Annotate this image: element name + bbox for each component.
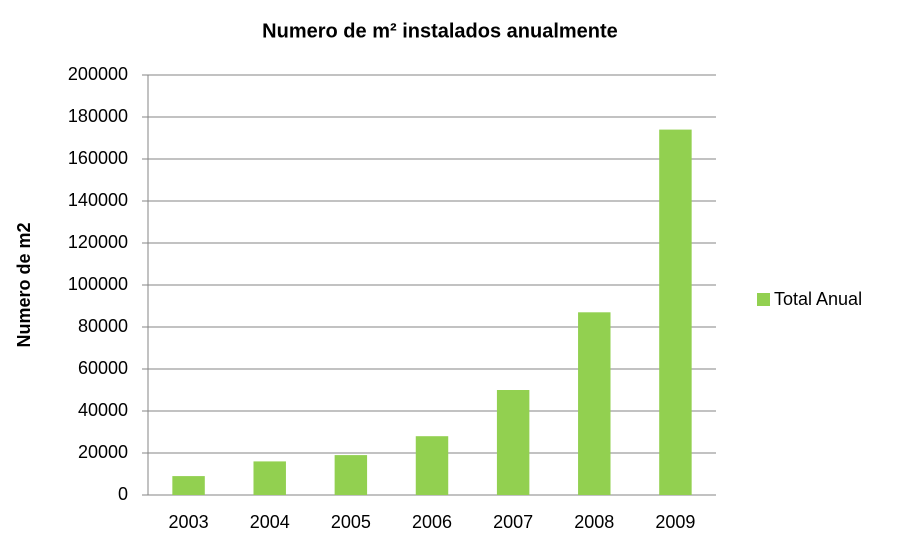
y-tick-label: 180000 bbox=[68, 106, 128, 126]
x-tick-label: 2006 bbox=[412, 512, 452, 532]
legend-label: Total Anual bbox=[774, 289, 862, 309]
y-tick-label: 120000 bbox=[68, 232, 128, 252]
x-tick-label: 2007 bbox=[493, 512, 533, 532]
y-tick-label: 200000 bbox=[68, 64, 128, 84]
x-tick-label: 2003 bbox=[169, 512, 209, 532]
chart-title: Numero de m² instalados anualmente bbox=[262, 20, 618, 42]
y-tick-label: 20000 bbox=[78, 442, 128, 462]
y-tick-label: 100000 bbox=[68, 274, 128, 294]
bar bbox=[578, 312, 611, 495]
x-tick-label: 2009 bbox=[655, 512, 695, 532]
bar bbox=[334, 455, 368, 495]
bar bbox=[659, 129, 692, 495]
y-tick-label: 0 bbox=[118, 484, 128, 504]
x-tick-label: 2005 bbox=[331, 512, 371, 532]
bar bbox=[496, 390, 530, 495]
x-tick-label: 2008 bbox=[574, 512, 614, 532]
y-axis-label: Numero de m2 bbox=[14, 222, 34, 347]
y-tick-label: 160000 bbox=[68, 148, 128, 168]
y-tick-label: 40000 bbox=[78, 400, 128, 420]
y-tick-label: 140000 bbox=[68, 190, 128, 210]
bar bbox=[253, 461, 286, 495]
y-tick-label: 80000 bbox=[78, 316, 128, 336]
legend-swatch bbox=[757, 293, 770, 306]
bar bbox=[172, 476, 205, 495]
y-tick-label: 60000 bbox=[78, 358, 128, 378]
x-tick-label: 2004 bbox=[250, 512, 290, 532]
bar bbox=[415, 436, 449, 495]
